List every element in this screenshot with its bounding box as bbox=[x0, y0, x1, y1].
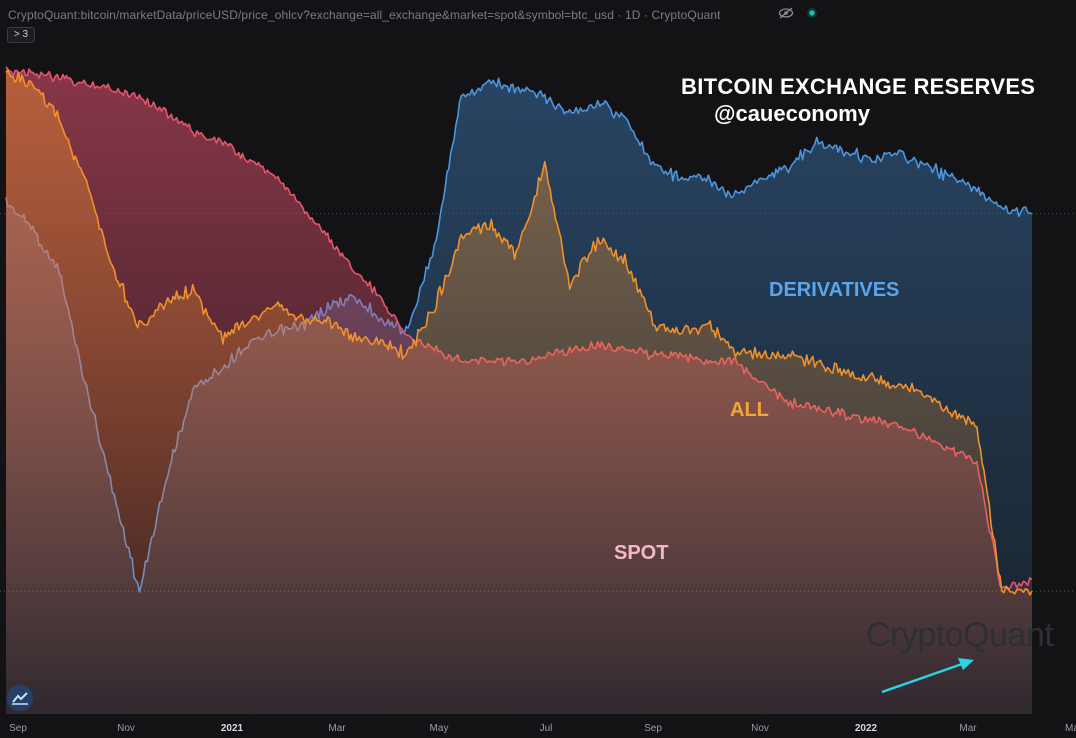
series-label-spot: SPOT bbox=[614, 542, 669, 564]
watermark: CryptoQuant bbox=[866, 616, 1054, 654]
series-label-derivatives: DERIVATIVES bbox=[769, 279, 900, 301]
chart-title: BITCOIN EXCHANGE RESERVES bbox=[681, 74, 1036, 99]
area-all bbox=[6, 70, 1032, 715]
x-tick-label: Jul bbox=[539, 723, 553, 734]
x-tick-label: Mar bbox=[959, 723, 977, 734]
collapse-button[interactable]: > 3 bbox=[7, 27, 35, 43]
arrow-annotation bbox=[881, 658, 974, 694]
x-tick-label: Sep bbox=[9, 723, 27, 734]
x-tick-label: Nov bbox=[117, 723, 135, 734]
cryptoquant-logo-icon[interactable] bbox=[7, 685, 33, 711]
x-tick-label: Nov bbox=[751, 723, 769, 734]
author-handle: @caueconomy bbox=[714, 101, 870, 126]
chart-source-url: CryptoQuant:bitcoin/marketData/priceUSD/… bbox=[8, 8, 721, 22]
live-dot-icon bbox=[807, 8, 817, 18]
x-tick-label: Ma bbox=[1065, 723, 1076, 734]
eye-hidden-icon[interactable] bbox=[778, 6, 794, 20]
chart-header: CryptoQuant:bitcoin/marketData/priceUSD/… bbox=[0, 0, 1076, 28]
x-tick-label: Mar bbox=[328, 723, 346, 734]
x-tick-label: 2022 bbox=[854, 723, 878, 734]
x-tick-label: May bbox=[429, 723, 449, 734]
series-label-all: ALL bbox=[730, 399, 769, 421]
x-axis: Sep Nov 2021 Mar May Jul Sep Nov 2022 Mar Ma bbox=[0, 714, 1076, 738]
line-all bbox=[5, 69, 1033, 596]
x-tick-label: 2021 bbox=[220, 723, 244, 734]
x-tick-label: Sep bbox=[644, 723, 662, 734]
